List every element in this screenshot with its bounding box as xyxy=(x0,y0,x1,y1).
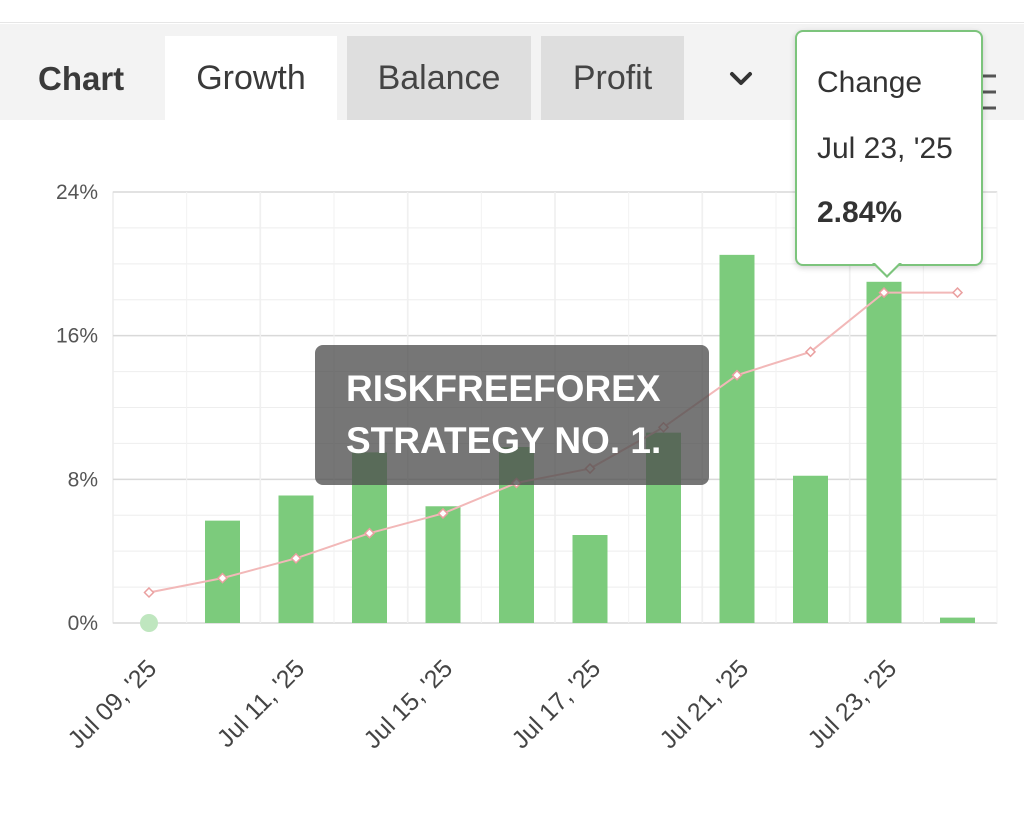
line-point[interactable] xyxy=(804,346,817,358)
tab-profit[interactable]: Profit xyxy=(541,36,684,120)
x-axis-ticks: Jul 09, '25 Jul 11, '25 Jul 15, '25 Jul 17,… xyxy=(62,654,902,754)
bar[interactable] xyxy=(940,617,975,623)
bar[interactable] xyxy=(205,520,240,623)
tab-growth[interactable]: Growth xyxy=(165,36,337,120)
x-tick-label: Jul 17, '25 xyxy=(506,654,606,754)
x-tick-label: Jul 21, '25 xyxy=(654,654,754,754)
line-point[interactable] xyxy=(216,572,229,584)
chart-tooltip: Change Jul 23, '25 2.84% xyxy=(795,30,983,266)
x-tick-label: Jul 09, '25 xyxy=(62,654,162,754)
bar[interactable] xyxy=(866,281,902,623)
line-point[interactable] xyxy=(731,369,743,381)
line-point[interactable] xyxy=(878,287,890,299)
tooltip-date: Jul 23, '25 xyxy=(817,132,953,165)
y-tick-label: 0% xyxy=(68,612,98,635)
line-point[interactable] xyxy=(437,507,449,520)
x-tick-label: Jul 23, '25 xyxy=(802,654,902,754)
chart-heading: Chart xyxy=(38,60,125,97)
tab-balance[interactable]: Balance xyxy=(347,36,531,120)
y-tick-label: 24% xyxy=(56,181,98,204)
tooltip-value: 2.84% xyxy=(817,196,903,229)
y-tick-label: 8% xyxy=(68,468,98,491)
tooltip-pointer-fill xyxy=(874,262,900,275)
line-point[interactable] xyxy=(290,552,302,564)
line-point[interactable] xyxy=(363,527,376,539)
bars xyxy=(140,254,975,632)
zero-point-marker xyxy=(140,614,158,632)
bar[interactable] xyxy=(793,475,828,623)
watermark-line-1: RISKFREEFOREX xyxy=(346,368,661,409)
tooltip-label: Change xyxy=(817,66,923,99)
strategy-watermark: RISKFREEFOREX STRATEGY NO. 1. xyxy=(315,345,709,485)
top-strip xyxy=(0,0,1024,23)
y-tick-label: 16% xyxy=(56,325,98,348)
line-point[interactable] xyxy=(951,287,964,299)
line-point[interactable] xyxy=(143,586,155,599)
y-axis-ticks: 0% 8% 16% 24% xyxy=(56,181,98,635)
chevron-down-icon[interactable] xyxy=(726,64,756,94)
x-tick-label: Jul 15, '25 xyxy=(358,654,458,754)
x-tick-label: Jul 11, '25 xyxy=(212,654,311,753)
bar[interactable] xyxy=(719,254,755,623)
watermark-line-2: STRATEGY NO. 1. xyxy=(346,420,662,461)
bar[interactable] xyxy=(572,535,608,623)
bar[interactable] xyxy=(425,506,461,623)
